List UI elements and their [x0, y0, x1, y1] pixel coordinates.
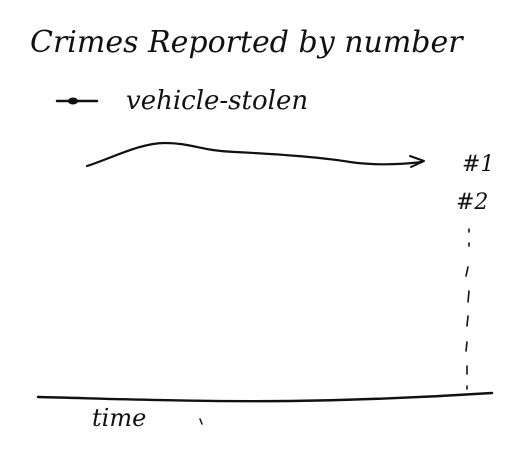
stray-mark: [199, 418, 203, 425]
series-line: [85, 141, 424, 168]
rank-label-1: #1: [462, 152, 494, 177]
x-axis-line: [36, 391, 494, 403]
legend-marker-icon: [55, 97, 99, 105]
sketch-title: Crimes Reported by number: [30, 25, 464, 60]
legend-label: vehicle-stolen: [126, 86, 308, 116]
rank-label-2: #2: [456, 190, 488, 215]
continuation-dots: [465, 228, 470, 390]
x-axis-label: time: [92, 404, 146, 432]
series-arrowhead-icon: [409, 155, 425, 168]
